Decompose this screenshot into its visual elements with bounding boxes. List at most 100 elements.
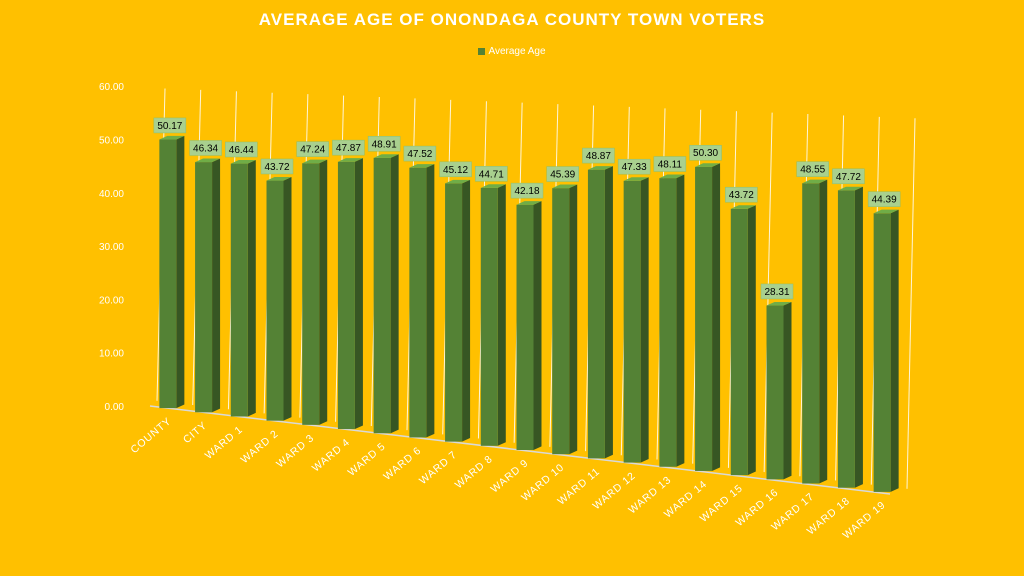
data-label-box: [510, 182, 544, 199]
bar-top: [302, 159, 328, 164]
bar-top: [409, 164, 435, 168]
bar-side: [712, 163, 721, 471]
legend-swatch: [478, 48, 486, 55]
data-label: 28.31: [764, 287, 789, 298]
data-label: 47.24: [300, 145, 325, 156]
bar-side: [247, 159, 256, 417]
bar: [337, 161, 355, 430]
data-label-box: [867, 191, 901, 207]
data-label-box: [367, 136, 401, 152]
data-label: 44.71: [479, 169, 504, 180]
bar-top: [587, 166, 613, 170]
x-tick-label: CITY: [181, 419, 209, 446]
data-label-box: [689, 144, 722, 161]
data-label-box: [725, 186, 758, 203]
data-label: 47.72: [836, 172, 861, 183]
data-label-box: [332, 139, 365, 156]
bar-side: [354, 158, 363, 430]
bar-top: [837, 186, 863, 191]
data-label: 45.12: [443, 165, 468, 176]
data-label-box: [796, 161, 829, 177]
data-label-box: [296, 141, 329, 157]
bar-top: [445, 179, 471, 184]
data-label: 47.33: [622, 162, 647, 173]
data-label: 50.30: [693, 148, 718, 159]
bar-top: [873, 209, 899, 214]
bar-side: [854, 186, 863, 488]
bar-top: [230, 159, 256, 164]
bar-top: [802, 179, 828, 184]
bar: [659, 178, 677, 467]
bar-side: [283, 176, 292, 421]
bar: [552, 188, 570, 455]
bar: [230, 163, 248, 417]
bar-top: [623, 177, 649, 181]
data-label: 46.44: [229, 145, 254, 156]
bar: [373, 157, 391, 434]
bar-side: [640, 177, 649, 463]
bar-side: [604, 166, 613, 459]
bar: [587, 169, 605, 459]
bar: [195, 162, 213, 413]
bar-top: [695, 163, 721, 167]
bar: [159, 139, 177, 409]
legend-label: Average Age: [488, 46, 546, 57]
data-label-box: [189, 140, 222, 156]
bar-side: [676, 174, 685, 467]
data-label-box: [475, 166, 508, 182]
bar-top: [516, 201, 542, 205]
bar-side: [212, 158, 221, 413]
bar: [266, 180, 284, 421]
y-tick-label: 60.00: [99, 82, 124, 93]
data-label: 43.72: [729, 190, 754, 201]
bar-top: [373, 154, 399, 158]
bar-top: [266, 176, 292, 181]
data-label-box: [760, 283, 794, 300]
data-label: 48.55: [800, 165, 825, 176]
bar-top: [552, 184, 578, 189]
data-label: 46.34: [193, 143, 218, 154]
bar-side: [176, 135, 185, 409]
y-tick-label: 20.00: [99, 295, 124, 306]
data-label-box: [403, 145, 437, 162]
data-label-box: [260, 158, 294, 175]
data-label: 47.52: [407, 149, 432, 160]
bar: [695, 166, 713, 471]
bar-side: [747, 205, 756, 476]
data-label-box: [582, 147, 615, 164]
bar: [409, 167, 427, 438]
bar: [873, 213, 891, 492]
grid-line: [906, 118, 916, 489]
bar-side: [390, 154, 399, 434]
data-label-box: [153, 117, 187, 134]
bar-side: [819, 179, 828, 484]
data-label-box: [653, 156, 687, 172]
bar-side: [533, 201, 542, 450]
bar-top: [480, 184, 506, 188]
legend: Average Age: [0, 46, 1024, 57]
bar-side: [462, 179, 471, 442]
bar-side: [569, 184, 578, 455]
y-tick-label: 30.00: [99, 242, 124, 253]
bar-side: [497, 184, 506, 446]
data-label-box: [225, 141, 258, 158]
y-tick-label: 50.00: [99, 136, 124, 147]
data-label-box: [439, 161, 472, 178]
y-tick-label: 10.00: [99, 349, 124, 360]
x-tick-label: COUNTY: [128, 415, 173, 456]
bar: [516, 204, 534, 450]
bar-top: [337, 158, 363, 162]
bar-top: [195, 158, 221, 163]
bar-top: [766, 301, 792, 306]
bar: [802, 183, 820, 484]
bar: [623, 180, 641, 463]
bar-side: [783, 301, 792, 480]
data-label-box: [617, 158, 651, 175]
data-label-box: [832, 168, 865, 185]
bar-top: [659, 174, 685, 179]
bar: [766, 305, 784, 480]
data-label: 43.72: [264, 162, 289, 173]
y-tick-label: 0.00: [105, 402, 125, 413]
bar-side: [426, 164, 435, 438]
